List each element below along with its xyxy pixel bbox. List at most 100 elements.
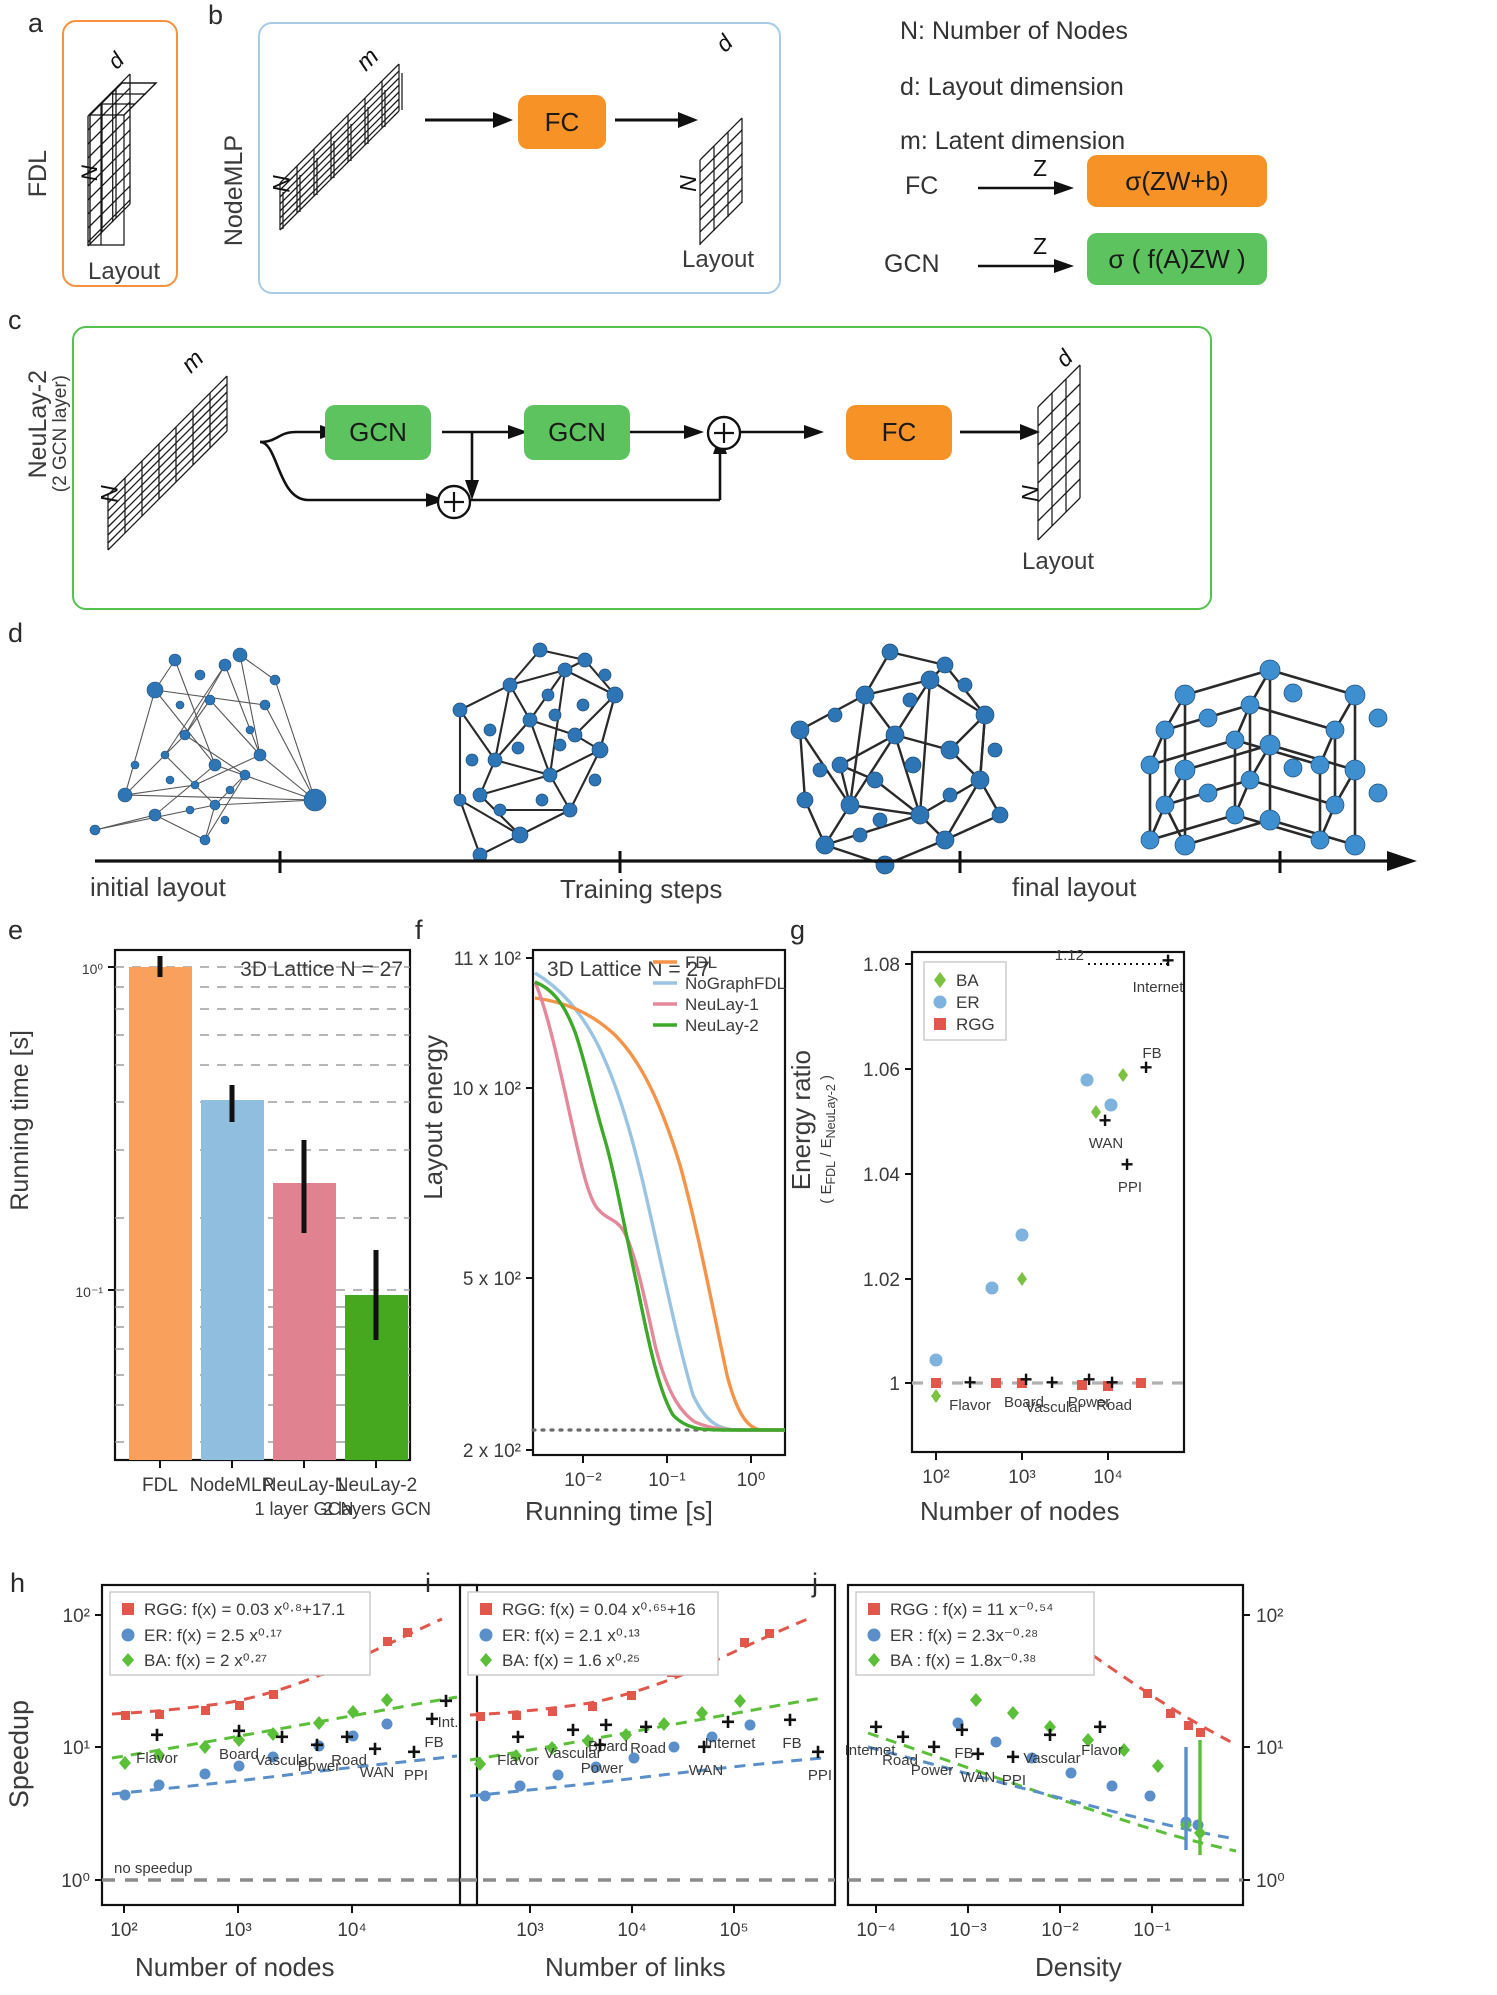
panel-a-matrix [88,82,158,246]
panel-b-fc-box: FC [518,95,606,149]
panel-h-xlabel: Number of nodes [135,1952,335,1982]
svg-text:WAN: WAN [360,1764,394,1781]
svg-text:+: + [1083,1367,1096,1392]
panel-c-gcn2-box: GCN [524,405,630,460]
key-gcn-expression-box: σ ( f(A)ZW ) [1087,233,1267,285]
key-fc-label: FC [905,172,939,200]
panel-c-plus-node-1 [436,484,472,520]
svg-text:+: + [783,1707,797,1734]
svg-text:+: + [150,1722,164,1749]
panel-e-ylabel: Running time [s] [6,1030,34,1211]
panel-i-chart: 10³ 10⁴ 10⁵ + Flavor + [458,1583,837,1941]
svg-text:10⁴: 10⁴ [1093,1467,1122,1488]
key-fc-z: Z [1033,155,1048,181]
svg-text:10⁵: 10⁵ [719,1920,748,1941]
svg-text:10¹: 10¹ [1256,1738,1283,1759]
svg-text:3D Lattice N = 27: 3D Lattice N = 27 [547,958,710,981]
panel-c-dim-N: N [96,485,124,503]
svg-text:1.06: 1.06 [863,1060,900,1081]
panel-label-c: c [8,305,22,335]
key-gcn-arrow [978,259,1074,273]
key-gcn-label: GCN [884,250,940,278]
panel-c-method-name: NeuLay-2 [24,370,52,479]
svg-text:no speedup: no speedup [114,1860,192,1877]
panel-label-f: f [415,915,423,945]
svg-text:10⁻¹: 10⁻¹ [75,1284,103,1300]
svg-text:5 x 10²: 5 x 10² [463,1269,521,1290]
svg-text:10¹: 10¹ [63,1738,90,1759]
panel-label-b: b [208,0,224,30]
panel-g-xlabel: Number of nodes [920,1496,1120,1526]
svg-text:+: + [639,1714,653,1741]
panel-a-method-label: FDL [24,150,52,198]
svg-text:WAN: WAN [1089,1135,1123,1152]
svg-text:Internet: Internet [845,1742,897,1759]
svg-text:Flavor: Flavor [1081,1742,1123,1759]
svg-text:FDL: FDL [142,1475,178,1496]
svg-text:10⁻⁴: 10⁻⁴ [856,1920,895,1941]
svg-text:10²: 10² [63,1606,90,1627]
svg-text:+: + [439,1688,453,1715]
panel-b-dim-N: N [268,175,296,193]
svg-text:WAN: WAN [689,1762,723,1779]
panel-c-plus-node-2 [706,415,742,451]
svg-text:RGG: RGG [956,1015,995,1034]
panel-d-timeline-label-initial: initial layout [90,872,226,902]
fit-formula-ba-i: BA: f(x) = 1.6 x⁰·²⁵ [502,1651,640,1670]
svg-text:+: + [275,1724,289,1751]
panel-c-method-sublabel: (2 GCN layer) [50,375,71,493]
svg-text:FB: FB [1142,1045,1161,1062]
svg-text:+: + [721,1709,735,1736]
svg-text:10²: 10² [1256,1606,1283,1627]
fit-formula-rgg-j: RGG : f(x) = 11 x⁻⁰·⁵⁴ [890,1600,1053,1619]
svg-text:+: + [1020,1367,1033,1392]
svg-text:FB: FB [954,1745,973,1762]
svg-text:+: + [697,1734,711,1761]
panel-f-ylabel: Layout energy [418,1035,448,1200]
svg-text:1.02: 1.02 [863,1270,900,1291]
svg-text:10⁻²: 10⁻² [1041,1920,1079,1941]
svg-text:10³: 10³ [224,1920,251,1941]
panel-g-chart: 1.12 1.08 1.06 1.04 1.02 1 10² 10³ 10⁴ B… [863,947,1186,1488]
svg-text:10³: 10³ [516,1920,543,1941]
svg-text:1.04: 1.04 [863,1165,900,1186]
svg-text:+: + [566,1717,580,1744]
panel-f-chart: 11 x 10² 10 x 10² 5 x 10² 2 x 10² 10⁻² 1… [452,948,787,1491]
svg-text:10⁰: 10⁰ [61,1871,90,1892]
panel-g-ylabel: Energy ratio [786,1050,816,1191]
panel-h-ylabel: Speedup [4,1700,34,1809]
svg-text:+: + [368,1736,382,1763]
panel-b-matrix-grid [279,63,400,231]
svg-text:10 x 10²: 10 x 10² [452,1079,521,1100]
svg-text:+: + [340,1724,354,1751]
svg-text:Power: Power [581,1760,624,1777]
svg-text:Power: Power [298,1758,341,1775]
key-line-N: N: Number of Nodes [900,17,1128,45]
svg-text:BA: BA [956,971,979,990]
svg-text:PPI: PPI [1002,1772,1026,1789]
panel-b-output-matrix [699,117,743,245]
svg-text:Power: Power [911,1762,954,1779]
svg-text:PPI: PPI [1118,1179,1142,1196]
svg-text:1.12: 1.12 [1055,947,1084,964]
fit-formula-er-h: ER: f(x) = 2.5 x⁰·¹⁷ [144,1626,282,1645]
panel-b-method-label: NodeMLP [220,135,248,247]
panel-h-chart: no speedup 10⁰ 10¹ 10² 10² 10³ 10⁴ [61,1583,479,1941]
svg-text:+: + [927,1734,941,1761]
svg-text:+: + [1162,948,1175,973]
svg-text:Road: Road [882,1752,918,1769]
panel-d-graph-3 [790,643,1009,875]
svg-text:10⁻³: 10⁻³ [949,1920,987,1941]
panel-d-timeline-axis [95,851,1417,873]
svg-text:NeuLay-2: NeuLay-2 [685,1016,759,1035]
svg-text:ER: ER [956,993,980,1012]
svg-text:10²: 10² [922,1467,949,1488]
svg-text:Vascular: Vascular [255,1752,312,1769]
svg-text:Power: Power [1068,1394,1111,1411]
svg-text:2 x 10²: 2 x 10² [463,1441,521,1462]
panel-e-chart: 10⁰ 10⁻¹ 3D Lattice N = 27 FDL NodeMLP N… [75,948,431,1519]
panel-label-a: a [28,8,44,38]
svg-text:NoGraphFDL: NoGraphFDL [685,974,786,993]
svg-text:Vascular: Vascular [544,1745,601,1762]
svg-text:1: 1 [889,1374,900,1395]
